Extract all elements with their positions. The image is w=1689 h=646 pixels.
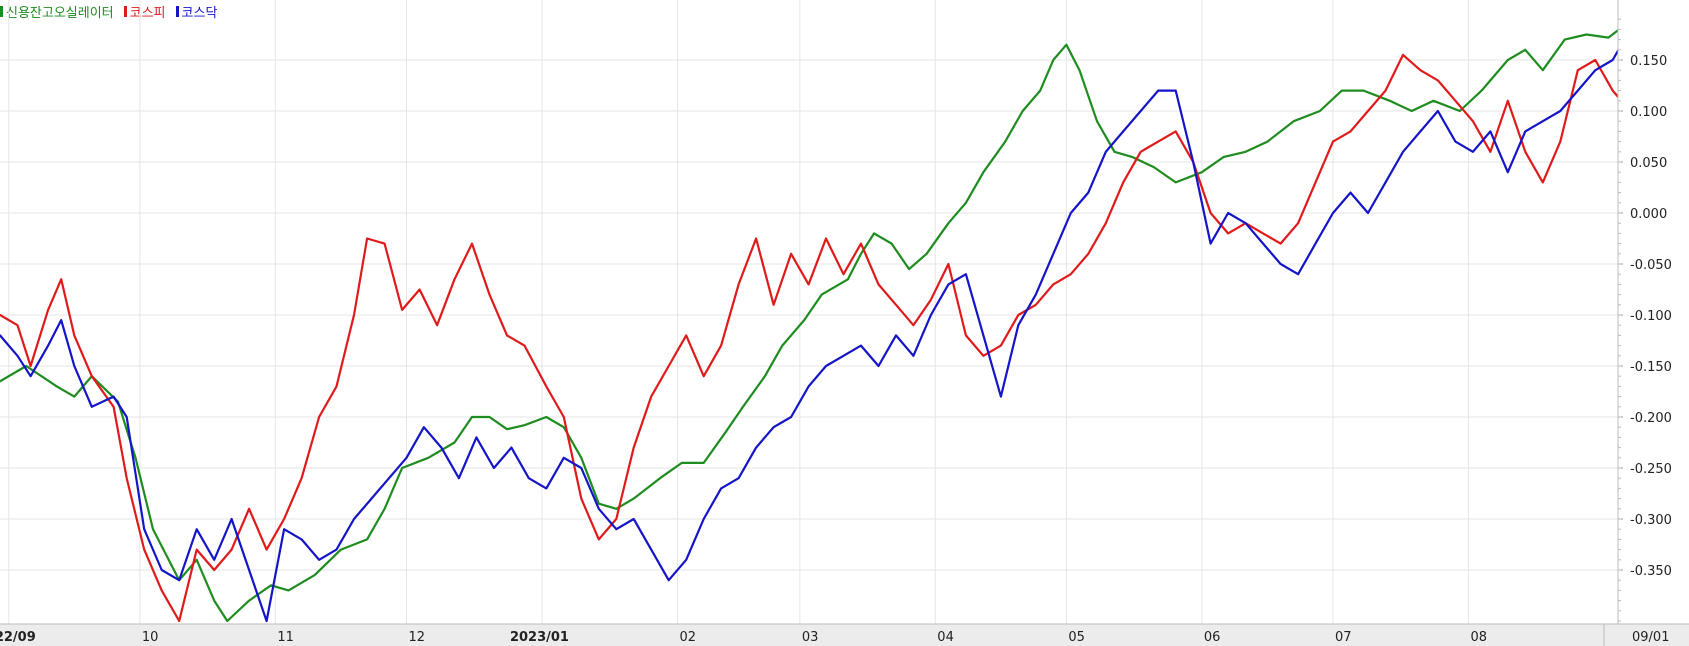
legend-item-credit-oscillator: 신용잔고오실레이터	[0, 2, 114, 21]
legend-swatch-credit-oscillator	[0, 6, 3, 17]
x-tick-label: 04	[937, 630, 954, 645]
x-tick-label: 11	[277, 630, 294, 645]
x-tick-label: 07	[1335, 630, 1352, 645]
y-tick-label: 0.100	[1630, 105, 1667, 120]
series-line-1	[0, 53, 1689, 623]
x-tick-label: 2023/01	[510, 630, 569, 645]
y-tick-label: -0.050	[1630, 258, 1672, 273]
x-axis-strip	[0, 624, 1689, 646]
x-tick-label: 05	[1068, 630, 1085, 645]
chart-series-layer	[0, 23, 1689, 623]
legend-label-kospi: 코스피	[129, 6, 166, 21]
x-tick-label: 02	[679, 630, 696, 645]
legend-item-kosdaq: 코스닥	[175, 2, 218, 21]
x-tick-label: 08	[1471, 630, 1488, 645]
x-end-label: 09/01	[1632, 630, 1669, 645]
x-tick-label: 03	[802, 630, 819, 645]
series-line-2	[0, 28, 1689, 623]
y-tick-label: -0.100	[1630, 309, 1672, 324]
x-tick-label: 10	[142, 630, 159, 645]
y-axis-panel	[1618, 0, 1689, 646]
y-tick-label: 0.150	[1630, 54, 1667, 69]
chart-legend: 신용잔고오실레이터 코스피 코스닥	[0, 2, 217, 21]
y-tick-label: -0.250	[1630, 462, 1672, 477]
y-tick-label: -0.300	[1630, 513, 1672, 528]
legend-swatch-kosdaq	[175, 6, 179, 17]
legend-label-credit-oscillator: 신용잔고오실레이터	[6, 6, 114, 21]
legend-item-kospi: 코스피	[123, 2, 166, 21]
series-line-0	[0, 23, 1689, 623]
y-tick-label: 0.000	[1630, 207, 1667, 222]
y-tick-label: 0.050	[1630, 156, 1667, 171]
x-tick-label: 2022/09	[0, 630, 36, 645]
legend-label-kosdaq: 코스닥	[181, 6, 218, 21]
y-tick-label: -0.200	[1630, 411, 1672, 426]
x-tick-label: 12	[408, 630, 425, 645]
y-tick-label: -0.150	[1630, 360, 1672, 375]
x-tick-label: 06	[1204, 630, 1221, 645]
legend-swatch-kospi	[123, 6, 127, 17]
y-tick-label: -0.350	[1630, 564, 1672, 579]
chart-grid	[0, 0, 1618, 624]
